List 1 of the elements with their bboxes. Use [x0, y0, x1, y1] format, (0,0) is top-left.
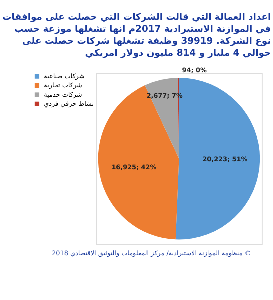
chart-title: اعداد العمالة التي قالت الشركات التي حصلت على موافقات في الموازنة الاستيرادية 2017م انها تشغلها موزعة حسب نوع الشركة. 39919 وظيفة تشغلها شركات حصلت على حوالي 4 مليار و 814 مليون دولار امريكي — [2, 12, 272, 59]
